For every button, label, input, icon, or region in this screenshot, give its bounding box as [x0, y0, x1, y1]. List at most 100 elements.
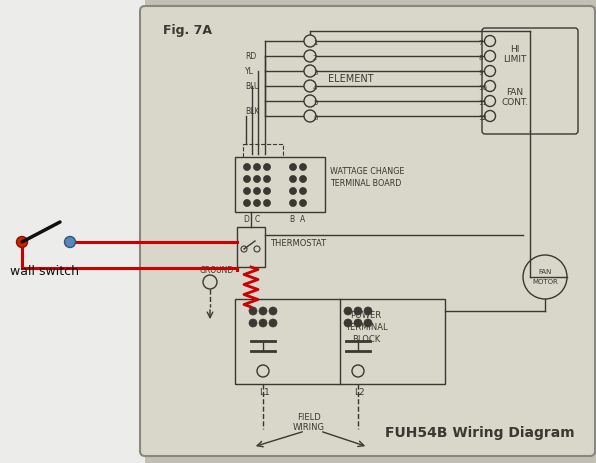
Circle shape	[269, 319, 277, 327]
Bar	[145, 0, 596, 463]
Circle shape	[304, 111, 316, 123]
Text: 3: 3	[313, 70, 318, 76]
Text: ELEMENT: ELEMENT	[328, 74, 374, 84]
Text: 4: 4	[313, 85, 318, 91]
Circle shape	[290, 200, 296, 207]
Text: TERMINAL: TERMINAL	[345, 322, 387, 332]
Circle shape	[304, 36, 316, 48]
Text: HI: HI	[510, 45, 520, 54]
Circle shape	[523, 256, 567, 300]
Circle shape	[354, 319, 362, 327]
Text: C: C	[255, 214, 260, 224]
Text: 8: 8	[478, 55, 483, 61]
Circle shape	[244, 200, 250, 207]
Text: LIMIT: LIMIT	[503, 55, 527, 64]
Text: 5: 5	[313, 100, 318, 106]
Circle shape	[203, 275, 217, 289]
Text: FIELD: FIELD	[297, 412, 321, 421]
Circle shape	[344, 319, 352, 327]
Text: BLOCK: BLOCK	[352, 334, 380, 343]
Text: WATTAGE CHANGE: WATTAGE CHANGE	[330, 167, 404, 175]
Circle shape	[241, 246, 247, 252]
Circle shape	[344, 307, 352, 315]
Circle shape	[263, 200, 271, 207]
Circle shape	[304, 66, 316, 78]
Circle shape	[485, 51, 495, 63]
Circle shape	[300, 164, 306, 171]
Text: FUH54B Wiring Diagram: FUH54B Wiring Diagram	[386, 425, 575, 439]
Circle shape	[485, 81, 495, 92]
Text: TERMINAL BOARD: TERMINAL BOARD	[330, 179, 401, 188]
Bar	[243, 144, 283, 185]
Circle shape	[244, 188, 250, 195]
Circle shape	[485, 111, 495, 122]
Text: wall switch: wall switch	[10, 264, 79, 277]
Bar	[0, 0, 145, 463]
Circle shape	[354, 307, 362, 315]
Circle shape	[263, 164, 271, 171]
Circle shape	[253, 176, 260, 183]
Circle shape	[259, 307, 267, 315]
Text: MOTOR: MOTOR	[532, 278, 558, 284]
Circle shape	[263, 188, 271, 195]
Circle shape	[300, 188, 306, 195]
Circle shape	[364, 319, 372, 327]
Circle shape	[253, 200, 260, 207]
Text: FAN: FAN	[538, 269, 552, 275]
Circle shape	[304, 96, 316, 108]
Circle shape	[254, 246, 260, 252]
Text: 6: 6	[313, 115, 318, 121]
Circle shape	[257, 365, 269, 377]
Text: 2: 2	[313, 55, 318, 61]
Circle shape	[364, 307, 372, 315]
Text: 9: 9	[478, 70, 483, 76]
Circle shape	[244, 164, 250, 171]
Circle shape	[249, 319, 257, 327]
Text: A: A	[300, 214, 305, 224]
Circle shape	[253, 164, 260, 171]
Circle shape	[244, 176, 250, 183]
Text: WIRING: WIRING	[293, 422, 325, 431]
Text: B: B	[289, 214, 294, 224]
FancyBboxPatch shape	[482, 29, 578, 135]
Text: 11: 11	[478, 100, 487, 106]
Circle shape	[352, 365, 364, 377]
Circle shape	[485, 37, 495, 47]
Circle shape	[290, 164, 296, 171]
Text: BLK: BLK	[245, 107, 259, 116]
Circle shape	[304, 81, 316, 93]
Text: GROUND: GROUND	[200, 265, 234, 275]
Text: 12: 12	[478, 115, 487, 121]
Text: THERMOSTAT: THERMOSTAT	[270, 238, 326, 247]
Text: BLU: BLU	[245, 82, 259, 91]
Text: FAN: FAN	[507, 88, 523, 97]
Text: 7: 7	[478, 40, 483, 46]
Text: Fig. 7A: Fig. 7A	[163, 24, 212, 37]
Circle shape	[304, 51, 316, 63]
Bar	[235, 300, 445, 384]
Circle shape	[64, 237, 76, 248]
Circle shape	[259, 319, 267, 327]
Text: L2: L2	[354, 387, 365, 396]
Circle shape	[290, 188, 296, 195]
Circle shape	[253, 188, 260, 195]
Circle shape	[300, 176, 306, 183]
Text: 1: 1	[313, 40, 318, 46]
FancyBboxPatch shape	[140, 7, 595, 456]
Circle shape	[485, 96, 495, 107]
Circle shape	[290, 176, 296, 183]
Text: 10: 10	[478, 85, 487, 91]
Text: L1: L1	[259, 387, 270, 396]
Circle shape	[300, 200, 306, 207]
Circle shape	[17, 237, 27, 248]
Text: POWER: POWER	[350, 310, 381, 319]
Circle shape	[249, 307, 257, 315]
Circle shape	[263, 176, 271, 183]
Text: RD: RD	[245, 52, 256, 61]
Bar	[235, 158, 325, 213]
Text: CONT.: CONT.	[501, 98, 529, 107]
Bar	[237, 227, 265, 268]
Text: D: D	[243, 214, 249, 224]
Circle shape	[269, 307, 277, 315]
Circle shape	[485, 66, 495, 77]
